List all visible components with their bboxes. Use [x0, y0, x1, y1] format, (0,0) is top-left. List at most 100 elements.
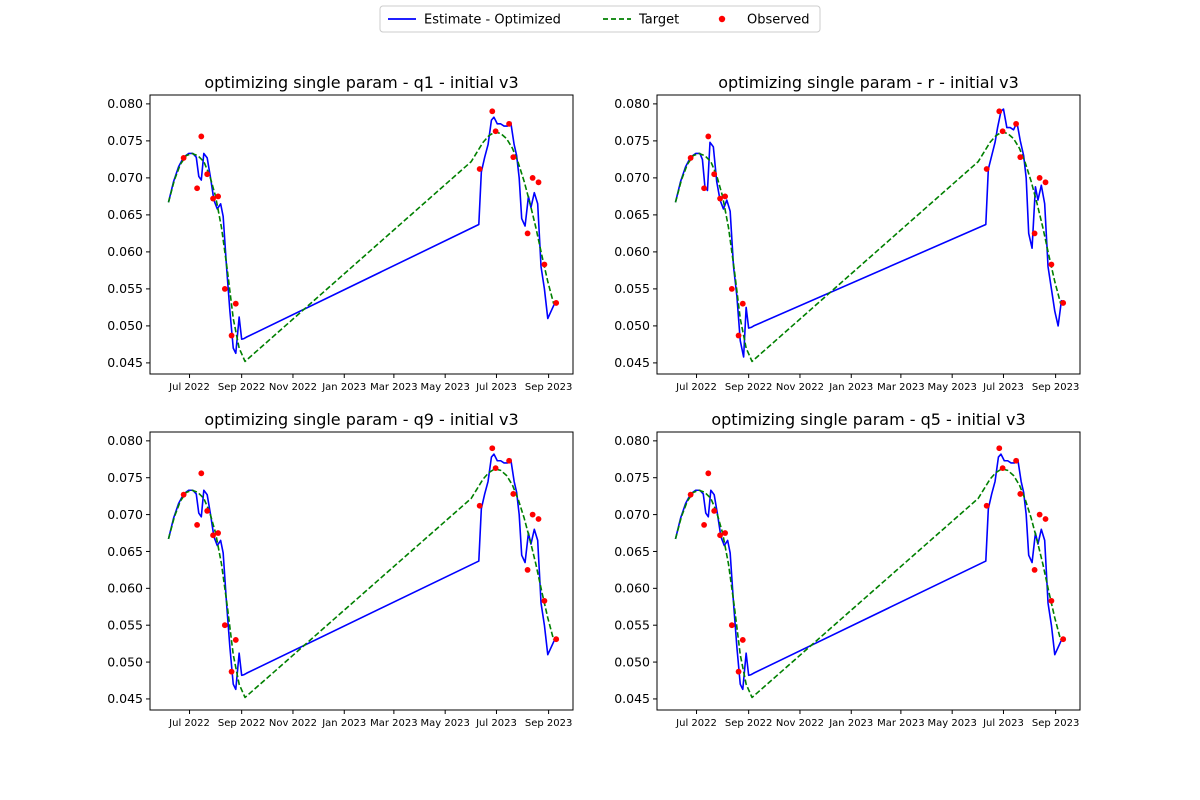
observed-point — [221, 285, 228, 292]
x-tick-label: Mar 2023 — [877, 718, 925, 729]
x-tick-label: Sep 2022 — [725, 718, 772, 729]
x-tick-label: Jan 2023 — [321, 718, 366, 729]
y-tick-label: 0.050 — [107, 654, 143, 669]
y-tick-label: 0.070 — [614, 170, 650, 185]
x-tick-label: May 2023 — [421, 382, 470, 393]
observed-point — [553, 636, 560, 643]
plot-frame — [149, 431, 574, 711]
x-tick-label: Sep 2023 — [1032, 382, 1079, 393]
observed-point — [510, 491, 517, 497]
x-tick-label: Jan 2023 — [828, 382, 873, 393]
y-tick-label: 0.045 — [107, 691, 143, 706]
observed-point — [1036, 511, 1043, 518]
x-tick-label: Jul 2023 — [475, 718, 517, 729]
observed-point — [492, 465, 499, 472]
subplot-3: optimizing single param - q9 - initial v… — [107, 410, 574, 729]
x-tick-label: Jan 2023 — [828, 718, 873, 729]
x-tick-label: Sep 2022 — [725, 382, 772, 393]
observed-point — [476, 166, 483, 172]
x-tick-label: Mar 2023 — [370, 718, 418, 729]
observed-point — [1013, 120, 1019, 127]
y-tick-label: 0.050 — [614, 654, 650, 669]
target-line — [674, 131, 1062, 363]
subplot-title: optimizing single param - q5 - initial v… — [711, 410, 1025, 429]
observed-point — [180, 491, 187, 498]
legend-target-label: Target — [638, 13, 679, 28]
y-tick-label: 0.045 — [614, 691, 650, 706]
legend-observed-swatch — [718, 15, 726, 23]
y-tick-label: 0.065 — [107, 207, 143, 222]
observed-point — [524, 566, 531, 573]
observed-point — [510, 154, 517, 161]
observed-point — [232, 637, 239, 643]
x-tick-label: Nov 2022 — [776, 382, 824, 393]
y-tick-label: 0.075 — [107, 133, 143, 148]
x-tick-label: Jul 2022 — [168, 718, 210, 729]
x-tick-label: Nov 2022 — [269, 718, 317, 729]
observed-point — [1042, 179, 1049, 186]
y-tick-label: 0.070 — [107, 170, 143, 185]
x-tick-label: May 2023 — [928, 718, 977, 729]
observed-point — [215, 193, 222, 200]
subplot-4: optimizing single param - q5 - initial v… — [614, 410, 1081, 729]
observed-point — [506, 120, 512, 127]
observed-point — [210, 195, 216, 202]
plot-frame — [656, 431, 1081, 711]
observed-point — [228, 668, 235, 675]
y-tick-label: 0.045 — [107, 355, 143, 370]
observed-point — [711, 508, 718, 514]
y-tick-label: 0.055 — [614, 281, 650, 296]
observed-point — [1060, 300, 1067, 306]
observed-point — [701, 185, 707, 192]
observed-point — [180, 155, 187, 161]
observed-point — [489, 108, 496, 115]
plot-frame — [656, 94, 1081, 375]
observed-point — [198, 133, 205, 140]
target-line — [167, 131, 555, 363]
subplot-2: optimizing single param - r - initial v3… — [614, 73, 1081, 393]
observed-point — [722, 530, 729, 536]
observed-point — [996, 445, 1003, 452]
observed-point — [1013, 457, 1019, 464]
observed-point — [705, 133, 712, 140]
y-tick-label: 0.080 — [107, 96, 143, 111]
y-tick-label: 0.060 — [614, 581, 650, 596]
observed-point — [711, 171, 718, 178]
observed-point — [1048, 261, 1055, 268]
observed-point — [983, 502, 990, 509]
x-tick-label: Jul 2022 — [675, 382, 717, 393]
x-tick-label: Mar 2023 — [370, 382, 418, 393]
observed-point — [999, 128, 1006, 135]
x-tick-label: May 2023 — [421, 718, 470, 729]
target-line — [167, 468, 555, 699]
observed-point — [1031, 566, 1038, 573]
observed-point — [1048, 597, 1055, 604]
observed-point — [506, 457, 512, 464]
y-tick-label: 0.050 — [614, 318, 650, 333]
subplot-title: optimizing single param - q1 - initial v… — [204, 73, 518, 92]
x-tick-label: Sep 2023 — [1032, 718, 1079, 729]
observed-point — [529, 174, 536, 181]
observed-point — [739, 637, 746, 643]
observed-point — [983, 166, 990, 172]
x-tick-label: Jul 2023 — [982, 382, 1024, 393]
x-tick-label: Sep 2023 — [525, 382, 572, 393]
x-tick-label: Nov 2022 — [776, 718, 824, 729]
x-tick-label: Sep 2023 — [525, 718, 572, 729]
y-tick-label: 0.060 — [614, 244, 650, 259]
y-tick-label: 0.080 — [614, 433, 650, 448]
legend-estimate-label: Estimate - Optimized — [424, 13, 561, 28]
plot-frame — [149, 94, 574, 375]
observed-point — [1042, 516, 1049, 522]
observed-point — [687, 491, 694, 498]
y-tick-label: 0.045 — [614, 355, 650, 370]
observed-point — [1017, 154, 1024, 161]
observed-point — [198, 470, 205, 477]
target-line — [674, 468, 1062, 699]
y-tick-label: 0.055 — [614, 617, 650, 632]
y-tick-label: 0.065 — [614, 544, 650, 559]
observed-point — [541, 597, 548, 604]
y-tick-label: 0.070 — [107, 507, 143, 522]
observed-point — [194, 522, 200, 528]
